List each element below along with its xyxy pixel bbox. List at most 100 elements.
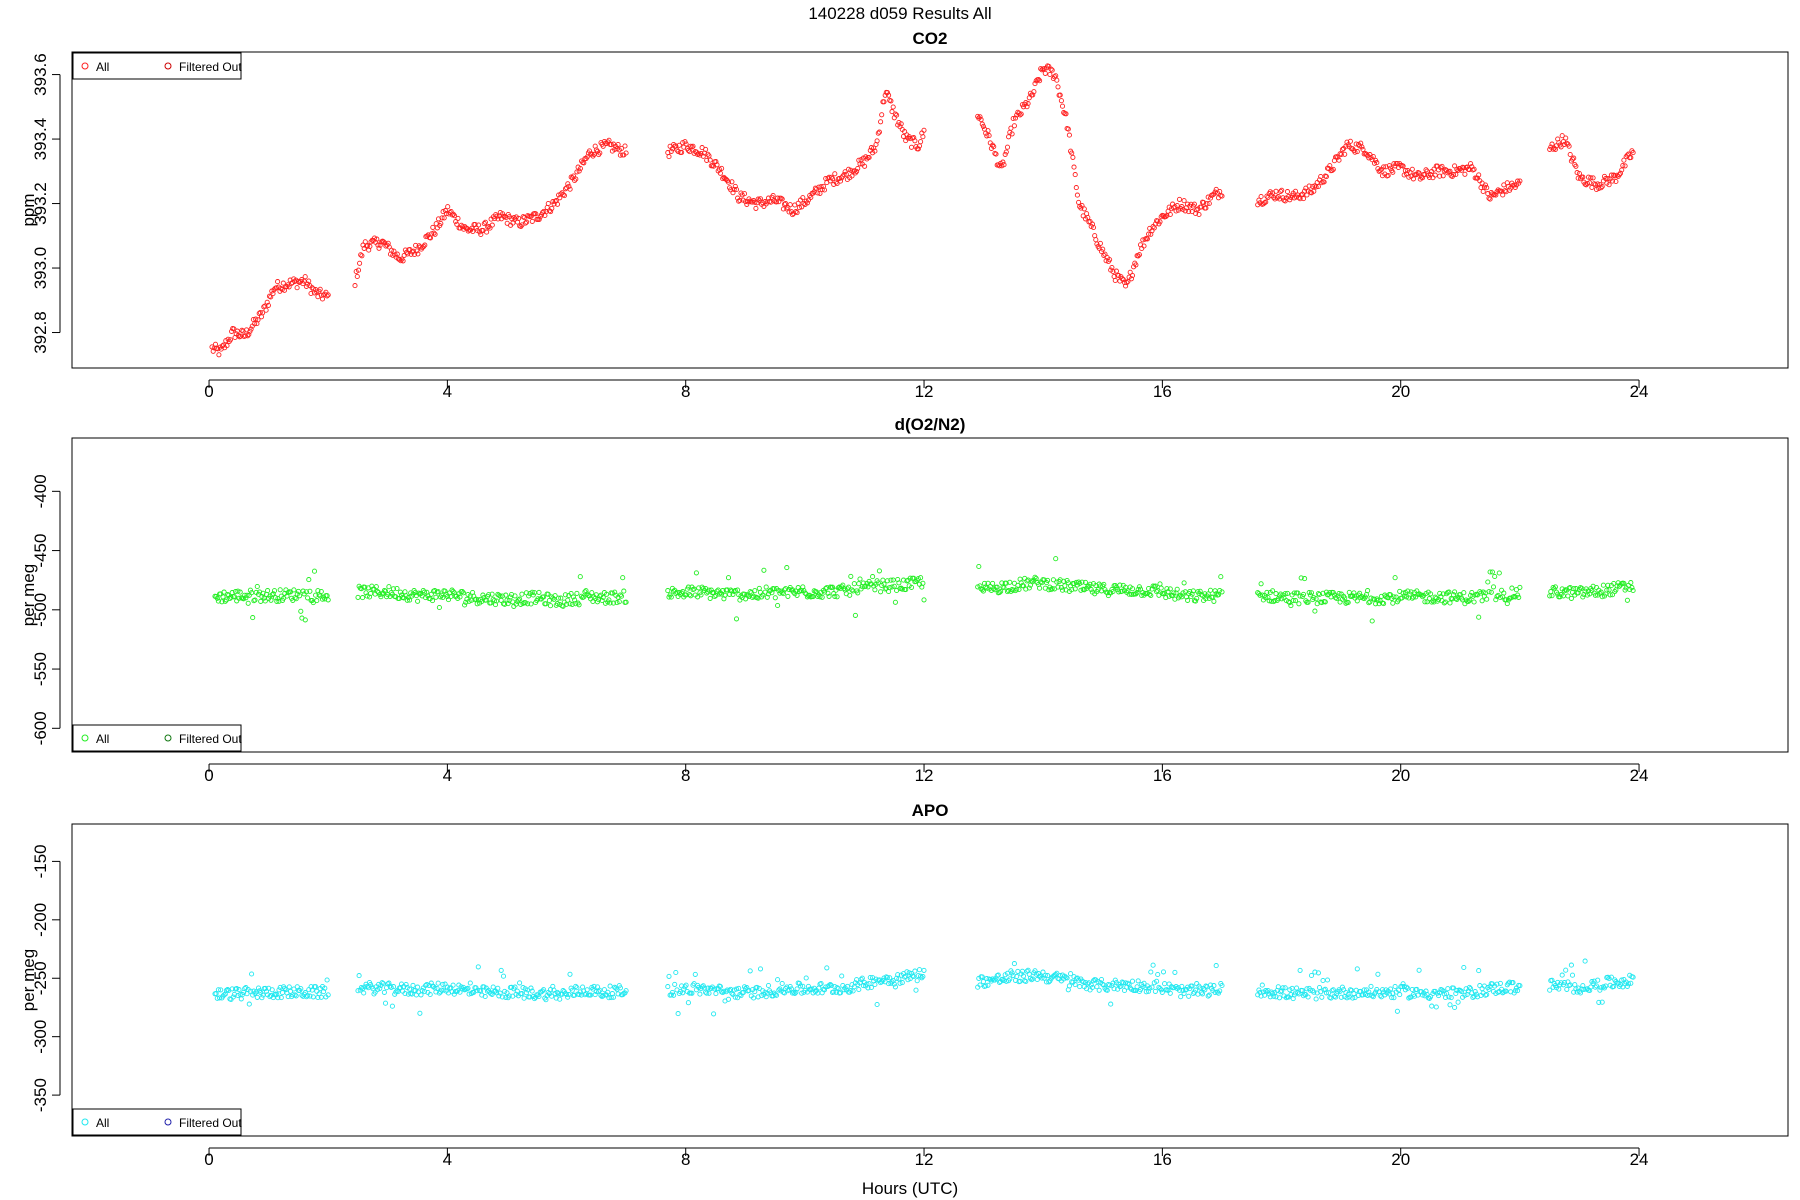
- data-point: [1338, 994, 1344, 1000]
- data-point: [1193, 987, 1199, 993]
- data-point: [849, 173, 855, 179]
- data-point: [1558, 144, 1564, 150]
- data-point: [741, 591, 748, 597]
- data-point: [486, 592, 492, 598]
- data-point: [1308, 972, 1315, 979]
- data-point: [402, 589, 408, 595]
- data-point: [1330, 987, 1336, 993]
- y-tick-label: 393.4: [31, 118, 50, 161]
- data-point: [998, 588, 1004, 595]
- data-point: [839, 973, 845, 979]
- data-point: [1624, 983, 1630, 989]
- data-point: [712, 986, 718, 992]
- data-point: [1461, 964, 1467, 971]
- data-point: [1479, 598, 1485, 604]
- data-point: [432, 231, 438, 237]
- data-point: [1018, 111, 1024, 117]
- data-point: [903, 973, 909, 979]
- data-point: [1329, 167, 1335, 174]
- data-point: [248, 326, 254, 332]
- data-point: [1499, 587, 1505, 593]
- data-point: [1041, 66, 1047, 72]
- panel-2: APO 0 4 8 12 16 20 24 -150 -200 -250 -300 -350 per me…: [19, 801, 1789, 1169]
- data-point: [1152, 988, 1158, 994]
- data-point: [1468, 161, 1474, 167]
- data-point: [1045, 973, 1051, 979]
- data-point: [834, 180, 840, 187]
- data-point: [215, 598, 221, 604]
- data-point: [902, 974, 908, 980]
- data-point: [1392, 575, 1398, 581]
- panel-0: CO2 0 4 8 12 16 20 24 392.8 393.0 393.2 393.4 393.6 p…: [19, 29, 1789, 401]
- data-point: [724, 587, 730, 593]
- data-point: [1390, 990, 1396, 996]
- data-point: [1198, 990, 1204, 996]
- data-point: [668, 992, 674, 998]
- data-point: [705, 985, 711, 991]
- data-point: [1186, 993, 1192, 999]
- data-point: [665, 984, 671, 990]
- data-point: [1190, 588, 1196, 594]
- data-point: [1510, 980, 1516, 986]
- data-point: [897, 980, 903, 986]
- data-point: [1135, 586, 1141, 592]
- data-point: [757, 196, 764, 202]
- data-point: [1077, 984, 1083, 990]
- data-point: [1211, 598, 1217, 604]
- data-point: [1291, 590, 1297, 596]
- data-point: [1580, 594, 1586, 600]
- data-point: [476, 222, 482, 228]
- data-point: [1047, 71, 1053, 78]
- data-point: [269, 592, 275, 598]
- data-point: [1432, 172, 1438, 178]
- data-point: [400, 258, 406, 264]
- data-point: [804, 200, 810, 206]
- legend-marker-all: [81, 1118, 89, 1126]
- data-point: [243, 595, 249, 601]
- data-point: [1170, 593, 1176, 599]
- data-point: [792, 990, 798, 996]
- data-point: [1104, 987, 1110, 993]
- data-point: [921, 597, 927, 603]
- data-point: [258, 314, 265, 320]
- data-point: [1090, 978, 1097, 984]
- data-point: [623, 599, 629, 605]
- data-point: [846, 584, 852, 590]
- data-point: [390, 586, 397, 592]
- data-point: [730, 591, 736, 597]
- data-point: [826, 982, 832, 988]
- data-point: [1006, 134, 1012, 140]
- data-point: [1292, 990, 1299, 996]
- data-point: [435, 216, 442, 222]
- data-point: [259, 995, 265, 1001]
- data-point: [878, 589, 884, 595]
- data-point: [528, 985, 534, 991]
- data-point: [907, 136, 913, 142]
- data-point: [524, 219, 530, 225]
- data-point: [833, 179, 839, 185]
- data-point: [1611, 172, 1617, 178]
- data-point: [1373, 989, 1379, 995]
- data-point: [803, 975, 809, 981]
- data-point: [433, 594, 439, 600]
- data-point: [1606, 587, 1612, 593]
- data-point: [355, 594, 361, 600]
- data-point: [292, 595, 298, 601]
- data-point: [1447, 168, 1453, 174]
- data-point: [1043, 979, 1050, 985]
- data-point: [875, 130, 881, 136]
- data-point: [309, 987, 315, 993]
- data-point: [549, 993, 555, 999]
- data-point: [1286, 599, 1292, 605]
- data-point: [1219, 193, 1225, 199]
- data-point: [569, 601, 575, 607]
- data-point: [261, 304, 267, 310]
- data-point: [747, 968, 753, 974]
- data-point: [841, 172, 847, 178]
- data-point: [681, 986, 687, 992]
- data-point: [1282, 198, 1288, 204]
- data-point: [365, 243, 371, 249]
- data-point: [1302, 576, 1308, 582]
- data-point: [793, 209, 799, 215]
- data-point: [918, 139, 924, 145]
